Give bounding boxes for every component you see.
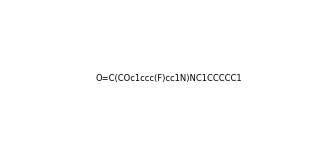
Text: O=C(COc1ccc(F)cc1N)NC1CCCCC1: O=C(COc1ccc(F)cc1N)NC1CCCCC1 — [96, 74, 243, 83]
